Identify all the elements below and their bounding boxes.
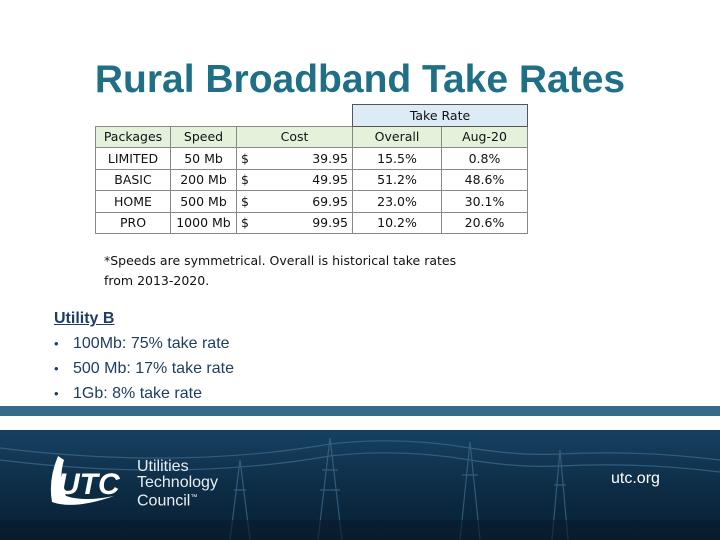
table-row: LIMITED 50 Mb $ 39.95 15.5% 0.8%: [95, 147, 528, 170]
aug20-cell: 20.6%: [441, 211, 528, 234]
package-cell: BASIC: [95, 168, 171, 191]
bullet-item: • 500 Mb: 17% take rate: [54, 356, 234, 381]
table-header-row: Packages Speed Cost Overall Aug-20: [95, 125, 528, 148]
currency-cell: $: [236, 168, 265, 191]
currency-cell: $: [236, 147, 265, 170]
logo-line-2: Technology: [137, 473, 218, 491]
cost-cell: 69.95: [264, 190, 353, 213]
currency-cell: $: [236, 190, 265, 213]
speed-cell: 200 Mb: [170, 168, 237, 191]
package-cell: HOME: [95, 190, 171, 213]
bullet-item: • 100Mb: 75% take rate: [54, 331, 234, 356]
power-lines-backdrop-icon: [0, 437, 720, 540]
slide-title: Rural Broadband Take Rates: [94, 58, 626, 101]
table-group-header-row: Take Rate: [96, 104, 528, 127]
column-header-cost: Cost: [236, 125, 353, 148]
bullet-text: 100Mb: 75% take rate: [73, 335, 230, 352]
speed-cell: 500 Mb: [170, 190, 237, 213]
footer-banner: [0, 406, 720, 540]
utility-b-section: Utility B • 100Mb: 75% take rate • 500 Mb:…: [54, 306, 234, 406]
overall-cell: 15.5%: [352, 147, 442, 170]
logo-wordmark: Utilities Technology Council™: [137, 459, 218, 509]
column-header-packages: Packages: [95, 125, 171, 148]
column-header-speed: Speed: [170, 125, 237, 148]
cost-cell: 49.95: [264, 168, 353, 191]
footnote-line-2: from 2013-2020.: [104, 273, 210, 288]
bullet-dot-icon: •: [54, 386, 59, 401]
footer-top-band: [0, 406, 720, 416]
column-header-aug20: Aug-20: [441, 125, 528, 148]
take-rate-header: Take Rate: [352, 104, 528, 127]
utc-logo-icon: UTC: [50, 456, 121, 505]
table-footnote: *Speeds are symmetrical. Overall is hist…: [104, 251, 456, 291]
bullet-text: 500 Mb: 17% take rate: [73, 360, 234, 377]
logo-mark: UTC: [58, 468, 121, 501]
package-cell: LIMITED: [95, 147, 171, 170]
logo-line-1: Utilities: [137, 458, 189, 475]
bullet-text: 1Gb: 8% take rate: [73, 385, 202, 402]
table-row: HOME 500 Mb $ 69.95 23.0% 30.1%: [95, 190, 528, 213]
speed-cell: 1000 Mb: [170, 211, 237, 234]
cost-cell: 39.95: [264, 147, 353, 170]
table-row: PRO 1000 Mb $ 99.95 10.2% 20.6%: [95, 211, 528, 234]
bullet-item: • 1Gb: 8% take rate: [54, 381, 234, 406]
speed-cell: 50 Mb: [170, 147, 237, 170]
bullet-dot-icon: •: [54, 361, 59, 376]
overall-cell: 10.2%: [352, 211, 442, 234]
overall-cell: 23.0%: [352, 190, 442, 213]
utility-heading: Utility B: [54, 310, 115, 327]
take-rate-table: Take Rate Packages Speed Cost Overall Au…: [95, 104, 528, 234]
currency-cell: $: [236, 211, 265, 234]
cost-cell: 99.95: [264, 211, 353, 234]
footer-url[interactable]: utc.org: [611, 470, 660, 487]
footer-white-stripe: [0, 416, 720, 430]
logo-line-3: Council™: [137, 492, 198, 510]
aug20-cell: 48.6%: [441, 168, 528, 191]
bullet-dot-icon: •: [54, 336, 59, 351]
trademark-symbol: ™: [190, 494, 198, 501]
package-cell: PRO: [95, 211, 171, 234]
overall-cell: 51.2%: [352, 168, 442, 191]
aug20-cell: 30.1%: [441, 190, 528, 213]
footnote-line-1: *Speeds are symmetrical. Overall is hist…: [104, 253, 457, 268]
table-row: BASIC 200 Mb $ 49.95 51.2% 48.6%: [95, 168, 528, 191]
aug20-cell: 0.8%: [441, 147, 528, 170]
column-header-overall: Overall: [352, 125, 442, 148]
